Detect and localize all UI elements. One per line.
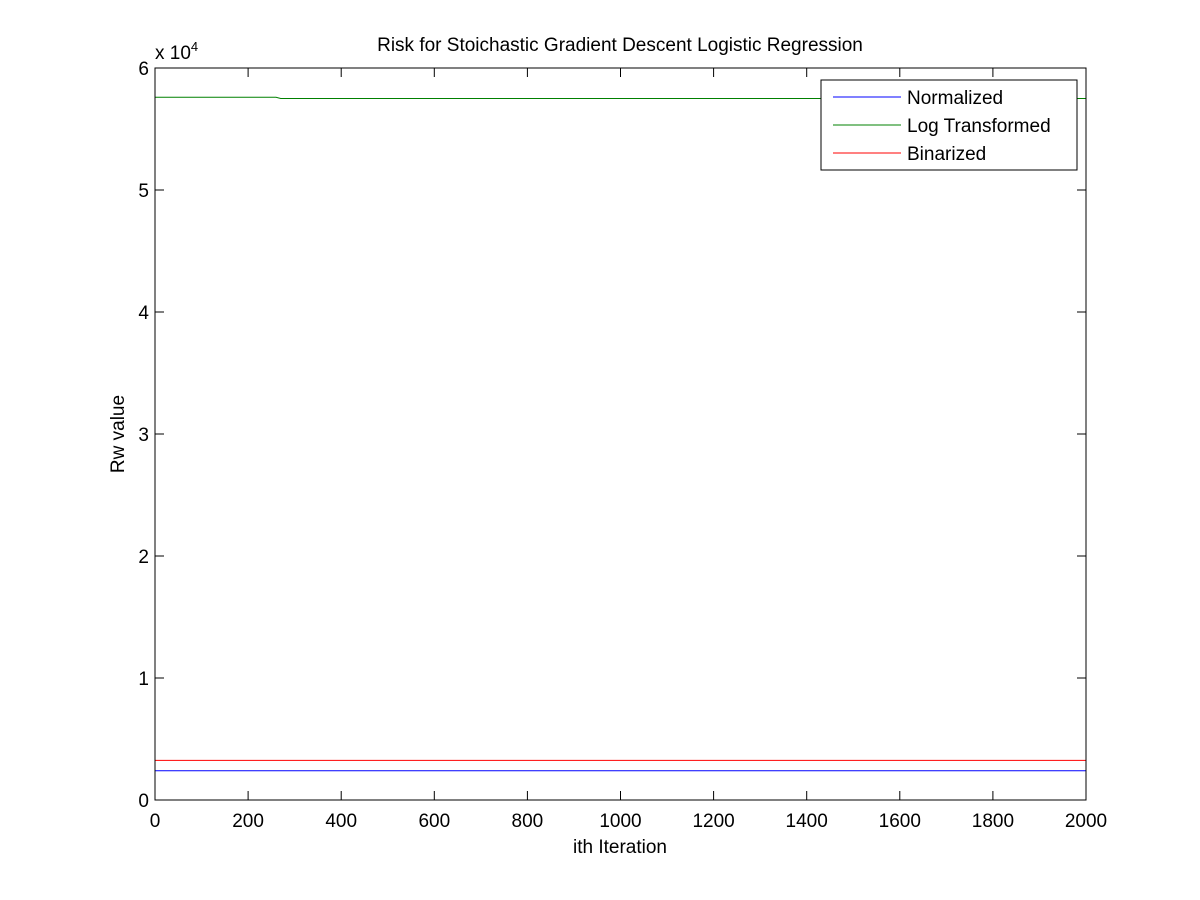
x-tick-label: 200 — [232, 811, 264, 832]
y-tick-label: 1 — [138, 669, 149, 690]
x-tick-label: 2000 — [1065, 811, 1107, 832]
x-tick-label: 400 — [325, 811, 357, 832]
x-tick-label: 1800 — [972, 811, 1014, 832]
y-tick-label: 2 — [138, 547, 149, 568]
y-exponent-label: x 104 — [155, 39, 198, 64]
legend-label-3: Binarized — [907, 144, 986, 165]
y-tick-label: 0 — [138, 791, 149, 812]
x-tick-label: 1600 — [879, 811, 921, 832]
x-tick-label: 1200 — [692, 811, 734, 832]
ticks-layer: 0 200 400 600 800 1000 1200 1400 1600 1800 2000 0 1 2… — [138, 59, 1107, 832]
x-tick-label: 1400 — [786, 811, 828, 832]
y-tick-label: 3 — [138, 425, 149, 446]
y-axis-label: Rw value — [108, 395, 129, 473]
x-tick-label: 800 — [512, 811, 544, 832]
axes-box — [154, 67, 1087, 801]
y-tick-label: 5 — [138, 181, 149, 202]
legend-label-1: Normalized — [907, 88, 1003, 109]
x-tick-label: 1000 — [599, 811, 641, 832]
x-tick-label: 600 — [418, 811, 450, 832]
x-axis-label: ith Iteration — [573, 837, 667, 858]
legend-label-2: Log Transformed — [907, 116, 1051, 137]
series-layer — [155, 96, 1086, 772]
y-tick-label: 6 — [138, 59, 149, 80]
chart-title: Risk for Stoichastic Gradient Descent Lo… — [377, 35, 863, 56]
legend: Normalized Log Transformed Binarized — [820, 79, 1078, 171]
x-tick-label: 0 — [150, 811, 161, 832]
plot-area — [155, 68, 1086, 800]
series-line-2 — [155, 96, 1086, 99]
y-tick-label: 4 — [138, 303, 149, 324]
